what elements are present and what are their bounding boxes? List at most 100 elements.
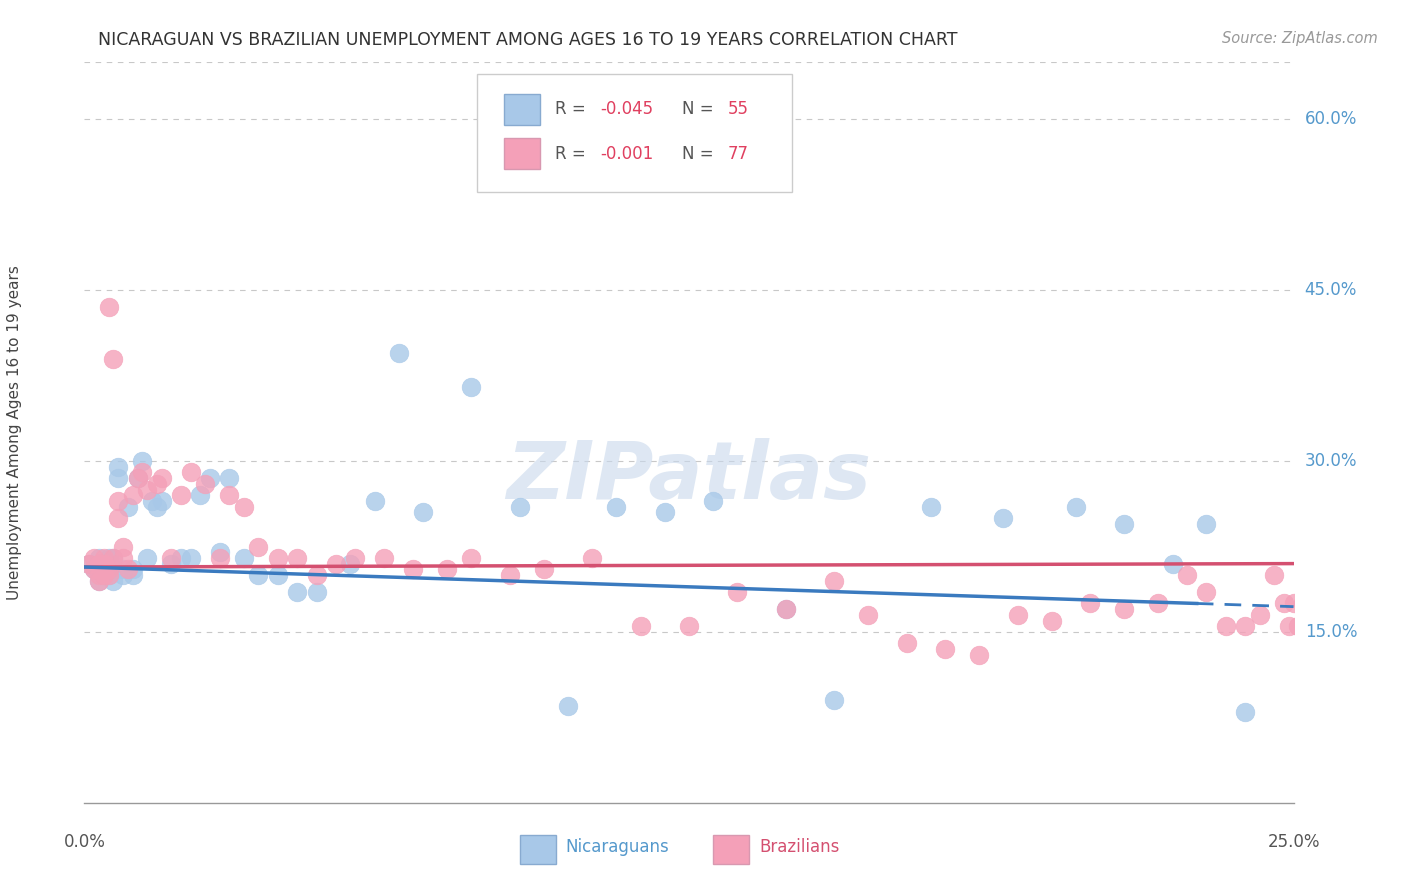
Point [112, 568, 135, 582]
Text: 77: 77 [728, 145, 748, 162]
Point [702, 494, 724, 508]
Point [436, 562, 458, 576]
Point [1249, 607, 1271, 622]
Point [993, 511, 1015, 525]
Text: R =: R = [555, 145, 591, 162]
Point [87, 568, 110, 582]
Text: 0.0%: 0.0% [63, 833, 105, 851]
Point [1080, 597, 1102, 611]
Point [630, 619, 652, 633]
Text: R =: R = [555, 100, 591, 118]
Point [1147, 597, 1170, 611]
Point [103, 574, 125, 588]
Point [218, 488, 240, 502]
Point [1312, 624, 1334, 639]
Point [198, 471, 221, 485]
Point [373, 550, 395, 565]
Point [1322, 568, 1344, 582]
Point [1292, 597, 1315, 611]
Point [112, 562, 135, 576]
Point [146, 476, 169, 491]
Point [180, 550, 202, 565]
Point [247, 568, 270, 582]
Point [121, 568, 143, 582]
Point [87, 557, 110, 571]
Point [136, 550, 159, 565]
Point [934, 642, 956, 657]
Point [103, 550, 125, 565]
Point [180, 466, 202, 480]
Point [141, 494, 163, 508]
Point [823, 574, 845, 588]
Point [267, 550, 290, 565]
Point [920, 500, 942, 514]
Point [267, 568, 290, 582]
Point [285, 550, 308, 565]
Point [160, 557, 183, 571]
Point [93, 557, 115, 571]
Point [97, 562, 120, 576]
Point [87, 574, 110, 588]
Point [77, 557, 100, 571]
Point [83, 550, 105, 565]
FancyBboxPatch shape [520, 836, 555, 863]
Point [1286, 619, 1309, 633]
Point [285, 585, 308, 599]
Point [97, 562, 120, 576]
Text: 30.0%: 30.0% [1305, 452, 1357, 470]
Point [93, 557, 115, 571]
Text: Source: ZipAtlas.com: Source: ZipAtlas.com [1222, 31, 1378, 46]
Point [1007, 607, 1029, 622]
Point [1272, 597, 1295, 611]
Point [856, 607, 879, 622]
Point [1263, 568, 1285, 582]
Point [339, 557, 361, 571]
Text: 45.0%: 45.0% [1305, 281, 1357, 299]
Point [325, 557, 347, 571]
Text: NICARAGUAN VS BRAZILIAN UNEMPLOYMENT AMONG AGES 16 TO 19 YEARS CORRELATION CHART: NICARAGUAN VS BRAZILIAN UNEMPLOYMENT AMO… [98, 31, 957, 49]
Point [127, 471, 149, 485]
Point [87, 574, 110, 588]
Point [967, 648, 990, 662]
Point [1064, 500, 1087, 514]
Point [1282, 597, 1305, 611]
Point [233, 500, 256, 514]
Point [1040, 614, 1063, 628]
FancyBboxPatch shape [713, 836, 749, 863]
Point [1326, 574, 1348, 588]
Point [83, 562, 105, 576]
Text: 25.0%: 25.0% [1267, 833, 1320, 851]
Point [117, 500, 139, 514]
Point [460, 550, 482, 565]
Point [305, 585, 328, 599]
Point [77, 557, 100, 571]
Point [499, 568, 522, 582]
Point [97, 568, 120, 582]
Text: Nicaraguans: Nicaraguans [565, 838, 669, 856]
Point [131, 454, 153, 468]
Point [1234, 705, 1257, 719]
Point [150, 471, 173, 485]
Point [1215, 619, 1237, 633]
Point [605, 500, 627, 514]
Point [194, 476, 217, 491]
Text: Unemployment Among Ages 16 to 19 years: Unemployment Among Ages 16 to 19 years [7, 265, 22, 600]
Point [1306, 614, 1329, 628]
Point [107, 459, 129, 474]
Point [509, 500, 531, 514]
Text: Brazilians: Brazilians [759, 838, 839, 856]
Text: -0.045: -0.045 [600, 100, 654, 118]
Point [107, 471, 129, 485]
Point [208, 550, 231, 565]
Point [1114, 516, 1136, 531]
Point [93, 550, 115, 565]
Point [218, 471, 240, 485]
Text: 60.0%: 60.0% [1305, 111, 1357, 128]
Point [1316, 597, 1339, 611]
Point [112, 540, 135, 554]
Point [1175, 568, 1198, 582]
Point [1195, 585, 1218, 599]
Point [97, 550, 120, 565]
Point [93, 568, 115, 582]
Point [127, 471, 149, 485]
